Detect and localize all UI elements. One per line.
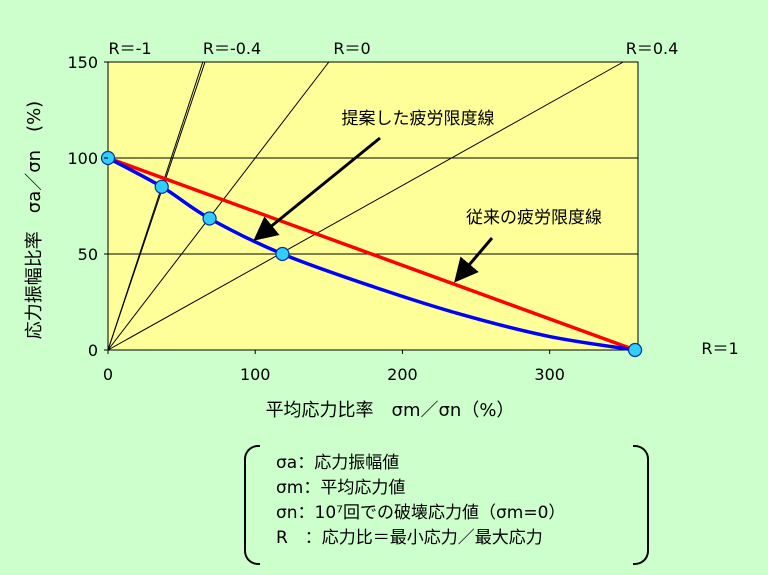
plot-area: [107, 61, 639, 351]
data-point: [627, 342, 643, 358]
data-point: [202, 211, 217, 226]
proposed-line-annotation: 提案した疲労限度線: [342, 109, 495, 129]
definition-row: σm：平均応力値: [276, 478, 406, 498]
proposed-fatigue-curve: [107, 156, 636, 352]
x-tick-label: 100: [240, 365, 271, 384]
y-tick-label: 50: [78, 245, 98, 264]
right-bracket: [633, 445, 649, 565]
data-point: [154, 179, 169, 194]
ratio-label: R＝-0.4: [203, 39, 261, 58]
definition-row: σa：応力振幅値: [276, 453, 400, 473]
ratio-label: R＝0.4: [626, 39, 679, 58]
x-tick-label: 300: [534, 365, 565, 384]
x-axis-label: 平均応力比率 σm／σn（%）: [266, 400, 515, 421]
annotation-arrow: [454, 237, 494, 283]
definition-row: R ：応力比＝最小応力／最大応力: [276, 528, 543, 548]
ratio-line: [107, 61, 204, 351]
y-axis-label: 応力振幅比率 σa／σn (%): [24, 101, 45, 339]
x-tick-label: 200: [387, 365, 418, 384]
definition-row: σn：10⁷回での破壊応力値（σm=0）: [276, 503, 566, 523]
ratio-line: [107, 61, 330, 351]
y-tick-label: 150: [67, 53, 98, 72]
ratio-label: R＝-1: [108, 39, 151, 58]
conventional-fatigue-line: [107, 156, 636, 352]
left-bracket: [244, 445, 260, 565]
annotation-arrow: [253, 136, 381, 241]
definitions-list: σa：応力振幅値 σm：平均応力値 σn：10⁷回での破壊応力値（σm=0） R ：応…: [276, 451, 629, 551]
ratio-label: R＝0: [333, 39, 370, 58]
ratio-label: R＝1: [701, 339, 738, 358]
x-tick-label: 0: [103, 365, 113, 384]
conventional-line-annotation: 従来の疲労限度線: [466, 208, 602, 228]
data-point: [275, 246, 290, 262]
ratio-line: [107, 61, 624, 351]
y-tick-label: 0: [88, 341, 98, 360]
y-tick-label: 100: [67, 149, 98, 168]
definitions-box: σa：応力振幅値 σm：平均応力値 σn：10⁷回での破壊応力値（σm=0） R ：応…: [244, 445, 649, 565]
